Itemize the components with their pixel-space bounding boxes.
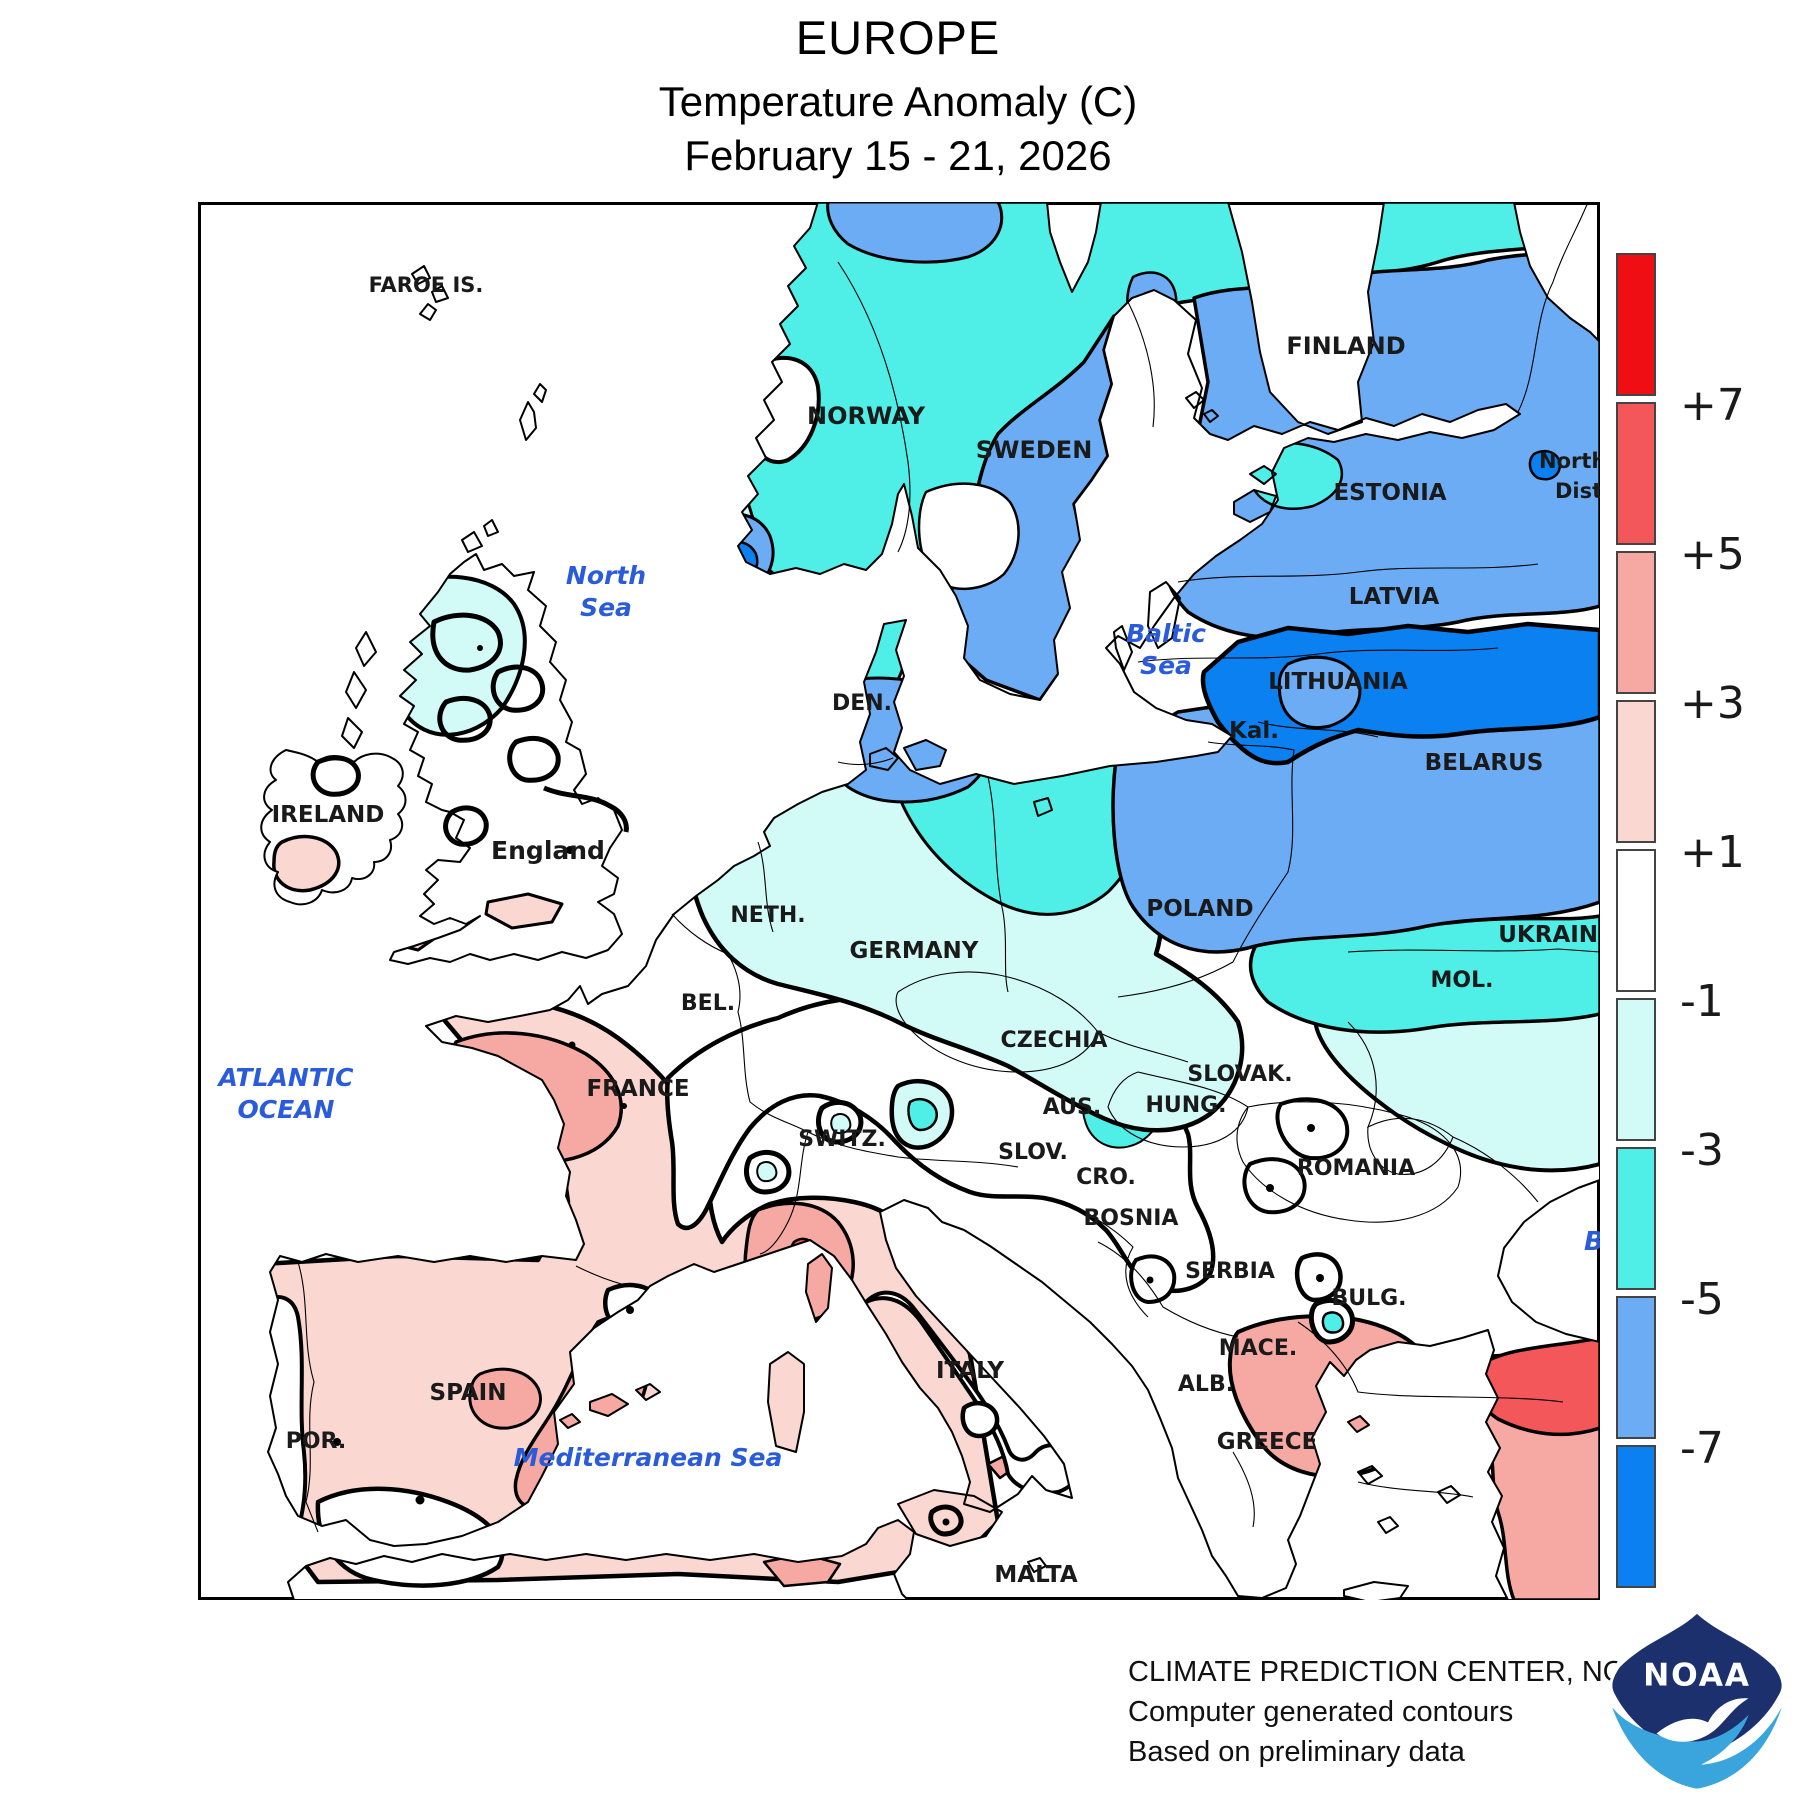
- attribution-line2: Computer generated contours: [1128, 1696, 1514, 1728]
- legend-label-n7: -7: [1680, 1423, 1724, 1474]
- zone-white-carpathians-b: [1242, 1157, 1307, 1215]
- attribution-line1: CLIMATE PREDICTION CENTER, NOAA: [1128, 1656, 1665, 1688]
- attribution-line3: Based on preliminary data: [1128, 1736, 1465, 1768]
- label-malta: MALTA: [994, 1562, 1077, 1588]
- zone-cyan-alps-core: [907, 1098, 938, 1132]
- map-labels: FAROE IS. NORWAY SWEDEN FINLAND ESTONIA …: [217, 273, 1626, 1588]
- zone-pink-south-england: [484, 892, 564, 930]
- legend-label-p7: +7: [1680, 380, 1745, 431]
- legend-swatch-1-3: [1616, 700, 1656, 843]
- label-nw-district-1: Northw: [1539, 449, 1600, 473]
- label-serbia: SERBIA: [1185, 1259, 1275, 1284]
- label-croatia: CRO.: [1076, 1165, 1136, 1190]
- zone-pink-sw-ireland: [272, 834, 341, 893]
- legend-swatch-5-7: [1616, 402, 1656, 545]
- label-finland: FINLAND: [1286, 332, 1405, 360]
- label-romania: ROMANIA: [1297, 1156, 1415, 1181]
- legend-label-p1: +1: [1680, 827, 1745, 878]
- label-italy: ITALY: [936, 1358, 1004, 1384]
- label-slovenia: SLOV.: [998, 1140, 1068, 1165]
- legend-swatch-n7-n5: [1616, 1296, 1656, 1439]
- noaa-logo-svg: NOAA: [1606, 1613, 1788, 1795]
- label-slovakia: SLOVAK.: [1187, 1062, 1292, 1087]
- label-greece: GREECE: [1217, 1429, 1318, 1455]
- label-belgium: BEL.: [681, 991, 735, 1016]
- label-sweden: SWEDEN: [976, 436, 1093, 464]
- label-kaliningrad: Kal.: [1229, 718, 1279, 744]
- noaa-logo-seagull-icon: [1656, 1698, 1749, 1742]
- map-area: FAROE IS. NORWAY SWEDEN FINLAND ESTONIA …: [198, 201, 1626, 1603]
- legend-swatch-3-5: [1616, 551, 1656, 694]
- zone-blue-enclave-lithuania: [1277, 655, 1362, 729]
- zone-blue-east-poland-belarus: [1111, 698, 1600, 954]
- label-belarus: BELARUS: [1425, 750, 1544, 776]
- legend-label-p3: +3: [1680, 678, 1745, 729]
- legend-label-n5: -5: [1680, 1274, 1724, 1325]
- label-austria: AUS.: [1043, 1095, 1101, 1120]
- label-ireland: IRELAND: [272, 802, 385, 828]
- legend-swatch-n1-1: [1616, 849, 1656, 992]
- noaa-logo-wave: [1612, 1707, 1782, 1789]
- label-switzerland: SWITZ.: [798, 1127, 886, 1152]
- label-albania: ALB.: [1178, 1372, 1234, 1397]
- map-date-range: February 15 - 21, 2026: [684, 132, 1112, 179]
- label-nw-district-2: Distri: [1555, 479, 1600, 503]
- label-black-sea-cut: B: [1584, 1227, 1600, 1257]
- map-subtitle: Temperature Anomaly (C): [658, 78, 1138, 125]
- label-baltic-sea-2: Sea: [1140, 651, 1192, 680]
- legend-swatch-n3-n1: [1616, 998, 1656, 1141]
- europe-anomaly-map: FAROE IS. NORWAY SWEDEN FINLAND ESTONIA …: [198, 201, 1626, 1603]
- label-england: England: [491, 836, 605, 865]
- label-portugal: POR.: [286, 1429, 347, 1454]
- legend-swatch-ltn7: [1616, 1445, 1656, 1588]
- label-estonia: ESTONIA: [1333, 480, 1446, 506]
- anomaly-zones: [261, 202, 1600, 1602]
- legend-swatch-n5-n3: [1616, 1147, 1656, 1290]
- zone-white-apennine-ring: [960, 1400, 1000, 1439]
- zone-cyan-alps-dot-a: [830, 1113, 852, 1135]
- legend-swatch-gt7: [1616, 253, 1656, 396]
- zone-blue-blob-top: [826, 202, 1004, 264]
- noaa-logo-text: NOAA: [1643, 1658, 1751, 1694]
- label-macedonia: MACE.: [1219, 1336, 1297, 1361]
- label-baltic-sea-1: Baltic: [1126, 619, 1206, 648]
- label-atlantic-2: OCEAN: [238, 1095, 335, 1124]
- label-denmark: DEN.: [832, 691, 892, 716]
- map-title: EUROPE: [795, 11, 1001, 64]
- zone-cyan-spot-bulgaria: [1321, 1311, 1345, 1334]
- label-czechia: CZECHIA: [1001, 1028, 1108, 1053]
- label-atlantic-1: ATLANTIC: [217, 1063, 355, 1092]
- label-netherlands: NETH.: [730, 903, 805, 928]
- legend-label-n3: -3: [1680, 1125, 1724, 1176]
- label-mediterranean: Mediterranean Sea: [514, 1443, 783, 1472]
- contour-dots: [333, 645, 1324, 1526]
- zone-cyan-alps-dot-b: [756, 1161, 778, 1183]
- zone-brightblue-lake-russia: [1528, 450, 1562, 481]
- label-bosnia: BOSNIA: [1084, 1206, 1179, 1231]
- label-spain: SPAIN: [430, 1380, 507, 1406]
- label-france: FRANCE: [586, 1076, 689, 1102]
- zone-salmon-central-spain: [468, 1367, 542, 1430]
- label-germany: GERMANY: [850, 938, 979, 964]
- label-north-sea-2: Sea: [580, 593, 632, 622]
- label-ukraine: UKRAINE: [1498, 922, 1600, 948]
- label-moldova: MOL.: [1431, 968, 1494, 993]
- label-faroe: FAROE IS.: [369, 273, 484, 297]
- noaa-logo: NOAA: [1605, 1612, 1789, 1796]
- label-hungary: HUNG.: [1145, 1093, 1226, 1118]
- label-bulgaria: BULG.: [1331, 1286, 1406, 1311]
- label-latvia: LATVIA: [1349, 584, 1440, 610]
- noaa-logo-shield: [1612, 1613, 1782, 1758]
- label-north-sea-1: North: [566, 561, 646, 590]
- label-lithuania: LITHUANIA: [1268, 669, 1408, 695]
- label-norway: NORWAY: [807, 402, 926, 430]
- legend-label-n1: -1: [1680, 976, 1724, 1027]
- label-poland: POLAND: [1146, 896, 1253, 922]
- attribution-block: CLIMATE PREDICTION CENTER, NOAA Computer…: [1128, 1652, 1664, 1772]
- country-borders: [297, 201, 1601, 1533]
- legend-label-p5: +5: [1680, 529, 1745, 580]
